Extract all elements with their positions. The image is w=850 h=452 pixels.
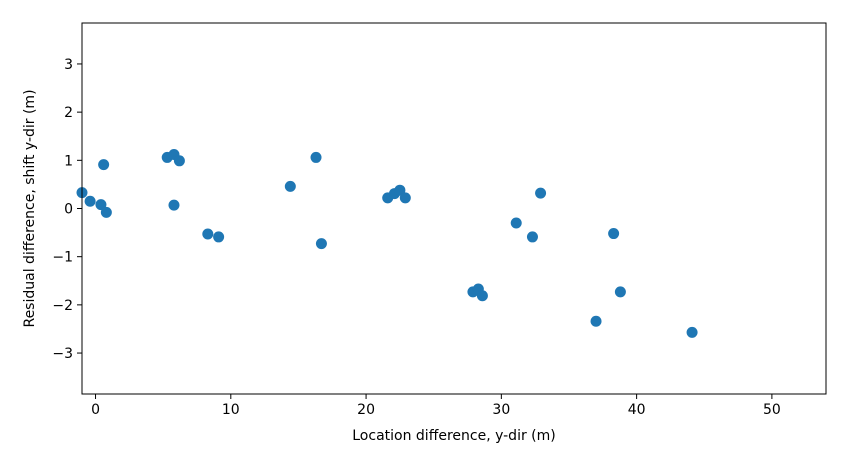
plot-frame [81,22,827,395]
x-tick-label: 0 [91,402,100,418]
data-point [100,206,112,218]
data-point [510,217,522,229]
y-tick-label: −1 [52,250,73,266]
data-point [394,184,406,196]
data-point [168,199,180,211]
data-point [173,155,185,167]
data-point [202,228,214,240]
data-point [399,192,411,204]
data-point [535,187,547,199]
x-tick-label: 40 [628,402,646,418]
x-tick-label: 30 [492,402,510,418]
data-point [315,238,327,250]
x-axis-ticks: 0 10 20 30 40 50 [91,394,781,418]
y-tick-label: 0 [64,202,73,218]
data-point [213,231,225,243]
y-tick-label: −2 [52,298,73,314]
data-point [526,231,538,243]
data-point [95,199,107,211]
data-point [590,315,602,327]
y-axis-ticks: −3 −2 −1 0 1 2 3 [52,57,82,362]
data-point [284,180,296,192]
y-tick-label: −3 [52,346,73,362]
data-point [686,326,698,338]
data-points [76,149,698,338]
x-axis-label: Location difference, y-dir (m) [352,428,555,444]
x-tick-label: 10 [222,402,240,418]
y-axis-label: Residual difference, shift y-dir (m) [22,89,38,327]
data-point [310,151,322,163]
data-point [614,286,626,298]
x-tick-label: 50 [763,402,781,418]
y-tick-label: 3 [64,57,73,73]
data-point [98,159,110,171]
data-point [476,290,488,302]
y-tick-label: 1 [64,153,73,169]
y-tick-label: 2 [64,105,73,121]
x-tick-label: 20 [357,402,375,418]
data-point [608,228,620,240]
data-point [84,195,96,207]
